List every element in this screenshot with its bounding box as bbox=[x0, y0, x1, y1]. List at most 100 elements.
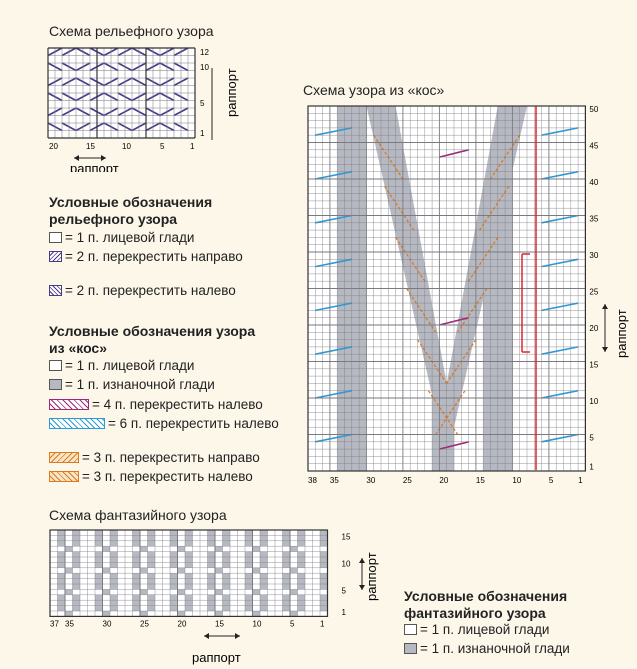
purl-cell bbox=[57, 562, 65, 568]
purl-cell bbox=[185, 573, 193, 579]
purl-cell bbox=[185, 594, 193, 601]
relief-chart: 12 10 5 1 раппорт 20 15 10 5 1 раппорт bbox=[47, 47, 239, 172]
purl-cell bbox=[215, 589, 223, 595]
purl-cell bbox=[72, 584, 80, 590]
purl-cell bbox=[245, 605, 253, 611]
fancy-col-label: 37 bbox=[50, 619, 59, 628]
cables-legend-item: = 3 п. перекрестить налево bbox=[49, 469, 253, 484]
cross-6-left-mark bbox=[541, 214, 579, 224]
cables-row-label: 45 bbox=[589, 142, 598, 151]
purl-cell bbox=[245, 578, 253, 584]
cables-row-label: 5 bbox=[589, 434, 594, 443]
purl-cell bbox=[72, 540, 80, 547]
cables-col-label: 35 bbox=[330, 476, 339, 485]
purl-cell bbox=[147, 584, 155, 590]
purl-cell bbox=[72, 562, 80, 568]
purl-cell bbox=[147, 562, 155, 568]
purl-cell bbox=[110, 594, 118, 601]
purl-cell bbox=[132, 573, 140, 579]
fancy-row-label: 15 bbox=[342, 532, 351, 541]
relief-row-label: 5 bbox=[200, 99, 205, 108]
purl-cell bbox=[260, 584, 268, 590]
purl-cell bbox=[245, 551, 253, 557]
purl-cell bbox=[95, 557, 103, 563]
purl-cell bbox=[297, 605, 305, 611]
cross-4-left-icon bbox=[49, 399, 89, 410]
purl-cell bbox=[132, 578, 140, 584]
purl-cell bbox=[185, 562, 193, 568]
purl-cell bbox=[207, 594, 215, 601]
purl-cell bbox=[252, 546, 260, 552]
purl-cell bbox=[72, 557, 80, 563]
purl-cell bbox=[57, 594, 65, 601]
purl-cell bbox=[245, 535, 253, 541]
purl-cell bbox=[185, 584, 193, 590]
purl-cell bbox=[132, 584, 140, 590]
purl-cell bbox=[297, 557, 305, 563]
purl-cell bbox=[207, 573, 215, 579]
fancy-legend-item: = 1 п. изнаночной глади bbox=[404, 641, 570, 656]
purl-cell bbox=[170, 594, 178, 601]
purl-cell bbox=[215, 611, 223, 617]
purl-cell bbox=[65, 546, 73, 552]
purl-cell bbox=[320, 535, 328, 541]
cross-6-left-mark bbox=[315, 258, 352, 268]
purl-cell bbox=[320, 530, 328, 536]
plain-cell-icon bbox=[49, 360, 62, 371]
purl-cell bbox=[290, 589, 298, 595]
purl-cell bbox=[222, 551, 230, 557]
purl-cell bbox=[147, 540, 155, 547]
legend-text: = 1 п. лицевой глади bbox=[420, 622, 550, 637]
purl-cell bbox=[140, 546, 148, 552]
purl-cell bbox=[110, 600, 118, 606]
legend-text: = 6 п. перекрестить налево bbox=[108, 416, 279, 431]
legend-text: = 3 п. перекрестить налево bbox=[82, 469, 253, 484]
cross-6-left-mark bbox=[541, 258, 579, 268]
cross-right-icon bbox=[49, 251, 62, 262]
purl-cell bbox=[245, 540, 253, 547]
purl-cell bbox=[320, 540, 328, 547]
purl-cell bbox=[170, 573, 178, 579]
purl-cell bbox=[147, 605, 155, 611]
purl-cell bbox=[72, 573, 80, 579]
fancy-legend-item: = 1 п. лицевой глади bbox=[404, 622, 549, 637]
purl-cell bbox=[215, 546, 223, 552]
purl-cell bbox=[297, 551, 305, 557]
cross-6-left-mark bbox=[315, 214, 352, 224]
fancy-row-label: 10 bbox=[342, 559, 351, 568]
purl-cell bbox=[95, 562, 103, 568]
purl-cell bbox=[110, 530, 118, 536]
purl-cell bbox=[65, 567, 73, 574]
purl-cell bbox=[72, 594, 80, 601]
purl-cell bbox=[147, 578, 155, 584]
purl-cell bbox=[95, 551, 103, 557]
fancy-col-label: 30 bbox=[103, 619, 112, 628]
purl-cell bbox=[132, 605, 140, 611]
purl-cell bbox=[132, 530, 140, 536]
purl-cell bbox=[260, 573, 268, 579]
purl-cell bbox=[207, 584, 215, 590]
purl-cell bbox=[297, 578, 305, 584]
purl-cell bbox=[65, 589, 73, 595]
purl-cell bbox=[260, 530, 268, 536]
purl-cell bbox=[260, 600, 268, 606]
purl-cell bbox=[95, 584, 103, 590]
purl-cell bbox=[207, 562, 215, 568]
cross-6-left-mark bbox=[541, 127, 579, 136]
cables-col-label: 5 bbox=[549, 476, 554, 485]
fancy-labels: 15 10 5 1 37 35 30 25 20 15 10 5 1 bbox=[50, 532, 351, 628]
purl-cell bbox=[297, 562, 305, 568]
purl-cell bbox=[222, 530, 230, 536]
fancy-legend-title: Условные обозначения фантазийного узора bbox=[404, 588, 568, 621]
relief-row-label: 12 bbox=[200, 48, 209, 57]
purl-cell bbox=[320, 557, 328, 563]
cross-6-left-mark bbox=[541, 302, 579, 312]
legend-text: = 1 п. лицевой глади bbox=[65, 230, 195, 245]
purl-cell bbox=[282, 540, 290, 547]
purl-cell bbox=[185, 557, 193, 563]
purl-cell bbox=[95, 578, 103, 584]
purl-cell bbox=[297, 535, 305, 541]
cables-row-label: 50 bbox=[589, 105, 598, 114]
cross-6-left-mark bbox=[315, 433, 352, 443]
purl-cell bbox=[252, 589, 260, 595]
